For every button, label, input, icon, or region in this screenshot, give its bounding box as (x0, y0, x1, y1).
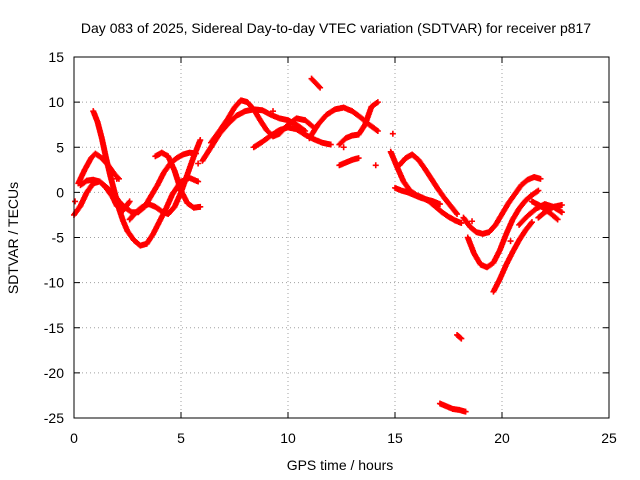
data-point-marks (250, 124, 334, 151)
y-tick-label: 15 (48, 49, 64, 65)
y-tick-label: -20 (44, 365, 64, 381)
data-point-marks (126, 137, 204, 223)
data-series-track-j (306, 104, 381, 142)
data-series-track-o (396, 151, 461, 218)
data-point-marks (460, 174, 544, 237)
data-point-marks (490, 219, 535, 295)
x-tick-label: 10 (280, 430, 296, 446)
y-tick-label: -25 (44, 410, 64, 426)
data-series-track-l (336, 155, 362, 169)
data-series-track-p (392, 184, 443, 208)
data-series-track-r (464, 187, 542, 271)
x-tick-label: 20 (494, 430, 510, 446)
data-series-scatter-extra (72, 108, 514, 245)
data-point-marks (336, 99, 381, 148)
data-series-track-m (308, 75, 324, 91)
y-axis-label: SDTVAR / TECUs (5, 182, 21, 294)
x-axis-label: GPS time / hours (287, 457, 394, 473)
y-tick-label: -10 (44, 275, 64, 291)
x-tick-label: 25 (601, 430, 617, 446)
data-point-marks (436, 400, 469, 415)
data-series-track-v (535, 202, 565, 221)
y-tick-label: 10 (48, 94, 64, 110)
y-tick-label: 0 (56, 184, 64, 200)
y-tick-label: -5 (52, 230, 65, 246)
data-series-track-q (460, 174, 544, 237)
data-point-marks (306, 104, 381, 142)
data-point-marks (392, 184, 443, 208)
data-point-marks (454, 331, 465, 342)
x-tick-label: 0 (70, 430, 78, 446)
chart-title: Day 083 of 2025, Sidereal Day-to-day VTE… (81, 20, 591, 36)
tick-layer: 0 5 10 15 20 25 -25 -20 -15 -10 -5 0 5 10 15 (44, 49, 617, 446)
data-series-track-f (152, 149, 204, 211)
data-point-marks (336, 155, 362, 169)
data-point-marks (535, 202, 565, 221)
data-point-marks (72, 108, 514, 245)
data-series-track-i (250, 124, 334, 151)
data-point-marks (464, 187, 542, 271)
data-series-track-s (490, 219, 535, 295)
data-series-track-k (336, 99, 381, 148)
plot-frame (73, 56, 610, 419)
data-layer (71, 75, 565, 415)
data-point-marks (396, 151, 461, 218)
data-series-track-e (126, 137, 204, 223)
data-point-marks (308, 75, 324, 91)
x-tick-label: 5 (177, 430, 185, 446)
data-series-track-x (454, 331, 465, 342)
data-point-marks (152, 149, 204, 211)
y-tick-label: 5 (56, 139, 64, 155)
y-tick-label: -15 (44, 320, 64, 336)
x-tick-label: 15 (387, 430, 403, 446)
grid-layer (74, 57, 609, 418)
data-series-track-w (436, 400, 469, 415)
